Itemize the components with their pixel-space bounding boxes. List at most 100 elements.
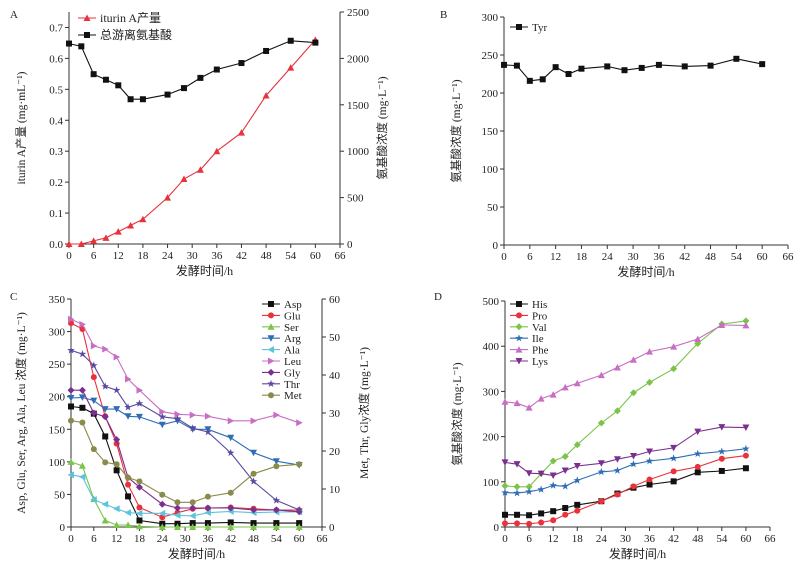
data-point	[197, 74, 204, 81]
data-point	[694, 335, 702, 342]
data-point	[158, 523, 166, 530]
data-point	[127, 96, 134, 103]
legend-label: Ile	[532, 333, 544, 345]
x-tick-label: 18	[137, 250, 149, 262]
data-point	[742, 424, 750, 432]
data-point	[574, 501, 581, 508]
series-总游离氨基酸	[66, 37, 319, 103]
y-tick-label: 300	[49, 327, 66, 339]
data-point	[158, 412, 167, 420]
data-point	[213, 66, 220, 73]
legend-marker	[268, 301, 274, 307]
y2-tick-label: 0	[329, 522, 335, 534]
data-point	[562, 511, 569, 518]
data-point	[525, 483, 533, 491]
data-point	[66, 40, 72, 47]
data-point	[670, 478, 677, 485]
data-point	[296, 520, 303, 527]
y-tick-label: 50	[54, 489, 66, 501]
y-tick-label: 150	[49, 424, 66, 436]
series-line	[70, 349, 300, 511]
data-point	[630, 483, 637, 490]
x-tick-label: 6	[91, 250, 97, 262]
y2-tick-label: 10	[329, 484, 341, 496]
y-tick-label: 0.4	[49, 115, 63, 127]
data-point	[742, 317, 750, 325]
y-tick-label: 0.1	[49, 208, 63, 220]
legend-marker	[516, 312, 522, 319]
data-point	[78, 386, 86, 394]
data-point	[525, 404, 533, 411]
x-tick-label: 18	[572, 533, 584, 545]
data-point	[742, 452, 749, 459]
data-point	[574, 507, 581, 514]
y-axis-label: 氨基酸浓度 (mg·L⁻¹)	[449, 79, 463, 182]
data-point	[68, 403, 74, 410]
data-point	[742, 321, 750, 329]
x-tick-label: 30	[628, 251, 640, 263]
x-axis-label: 发酵时间/h	[168, 546, 225, 561]
data-point	[573, 379, 581, 387]
data-point	[124, 509, 132, 517]
data-point	[670, 365, 678, 373]
y-tick-label: 0	[494, 522, 500, 534]
data-point	[539, 76, 546, 83]
data-point	[537, 485, 545, 493]
x-axis-label: 发酵时间/h	[609, 546, 666, 561]
data-point	[139, 215, 147, 223]
data-point	[173, 504, 181, 512]
legend-marker	[268, 357, 275, 365]
data-point	[694, 469, 701, 476]
data-point	[90, 409, 98, 417]
data-point	[629, 453, 637, 460]
legend-marker	[516, 24, 522, 30]
legend-label: Pro	[532, 310, 548, 322]
legend-marker	[515, 346, 523, 353]
x-tick-label: 0	[68, 533, 74, 545]
data-point	[124, 521, 132, 529]
data-point	[263, 47, 270, 54]
data-point	[598, 498, 605, 505]
data-point	[629, 356, 637, 363]
x-tick-label: 0	[66, 250, 72, 262]
data-point	[526, 512, 533, 519]
y-tick-label: 100	[49, 457, 66, 469]
x-tick-label: 60	[740, 533, 752, 545]
data-point	[287, 64, 295, 71]
x-tick-label: 12	[548, 533, 559, 545]
data-point	[573, 462, 581, 470]
data-point	[125, 375, 132, 383]
data-point	[90, 374, 97, 381]
data-point	[621, 67, 628, 74]
legend-label: iturin A产量	[100, 11, 161, 25]
data-point	[694, 428, 702, 436]
x-tick-label: 66	[335, 250, 347, 262]
y-axis-label: 氨基酸浓度 (mg·L⁻¹)	[450, 362, 464, 465]
data-point	[227, 489, 234, 496]
data-point	[204, 428, 212, 436]
data-point	[295, 505, 303, 514]
data-point	[502, 520, 508, 527]
data-point	[112, 386, 121, 394]
y-tick-label: 0.6	[49, 53, 63, 65]
data-point	[514, 511, 521, 518]
y-tick-label: 300	[482, 12, 499, 24]
data-point	[759, 61, 766, 68]
y2-tick-label: 0	[347, 239, 353, 251]
legend-label: Met	[284, 390, 302, 402]
data-point	[573, 476, 582, 484]
data-point	[136, 386, 143, 394]
x-tick-label: 66	[765, 533, 777, 545]
data-point	[227, 504, 235, 512]
y-tick-label: 400	[483, 341, 500, 353]
data-point	[646, 348, 654, 355]
data-point	[125, 474, 132, 481]
legend-marker	[267, 346, 274, 354]
data-point	[718, 447, 726, 455]
legend-marker	[515, 323, 523, 331]
x-tick-label: 6	[526, 533, 532, 545]
data-point	[525, 487, 533, 495]
data-point	[502, 511, 508, 518]
y2-tick-label: 50	[329, 332, 341, 344]
data-point	[501, 488, 509, 496]
